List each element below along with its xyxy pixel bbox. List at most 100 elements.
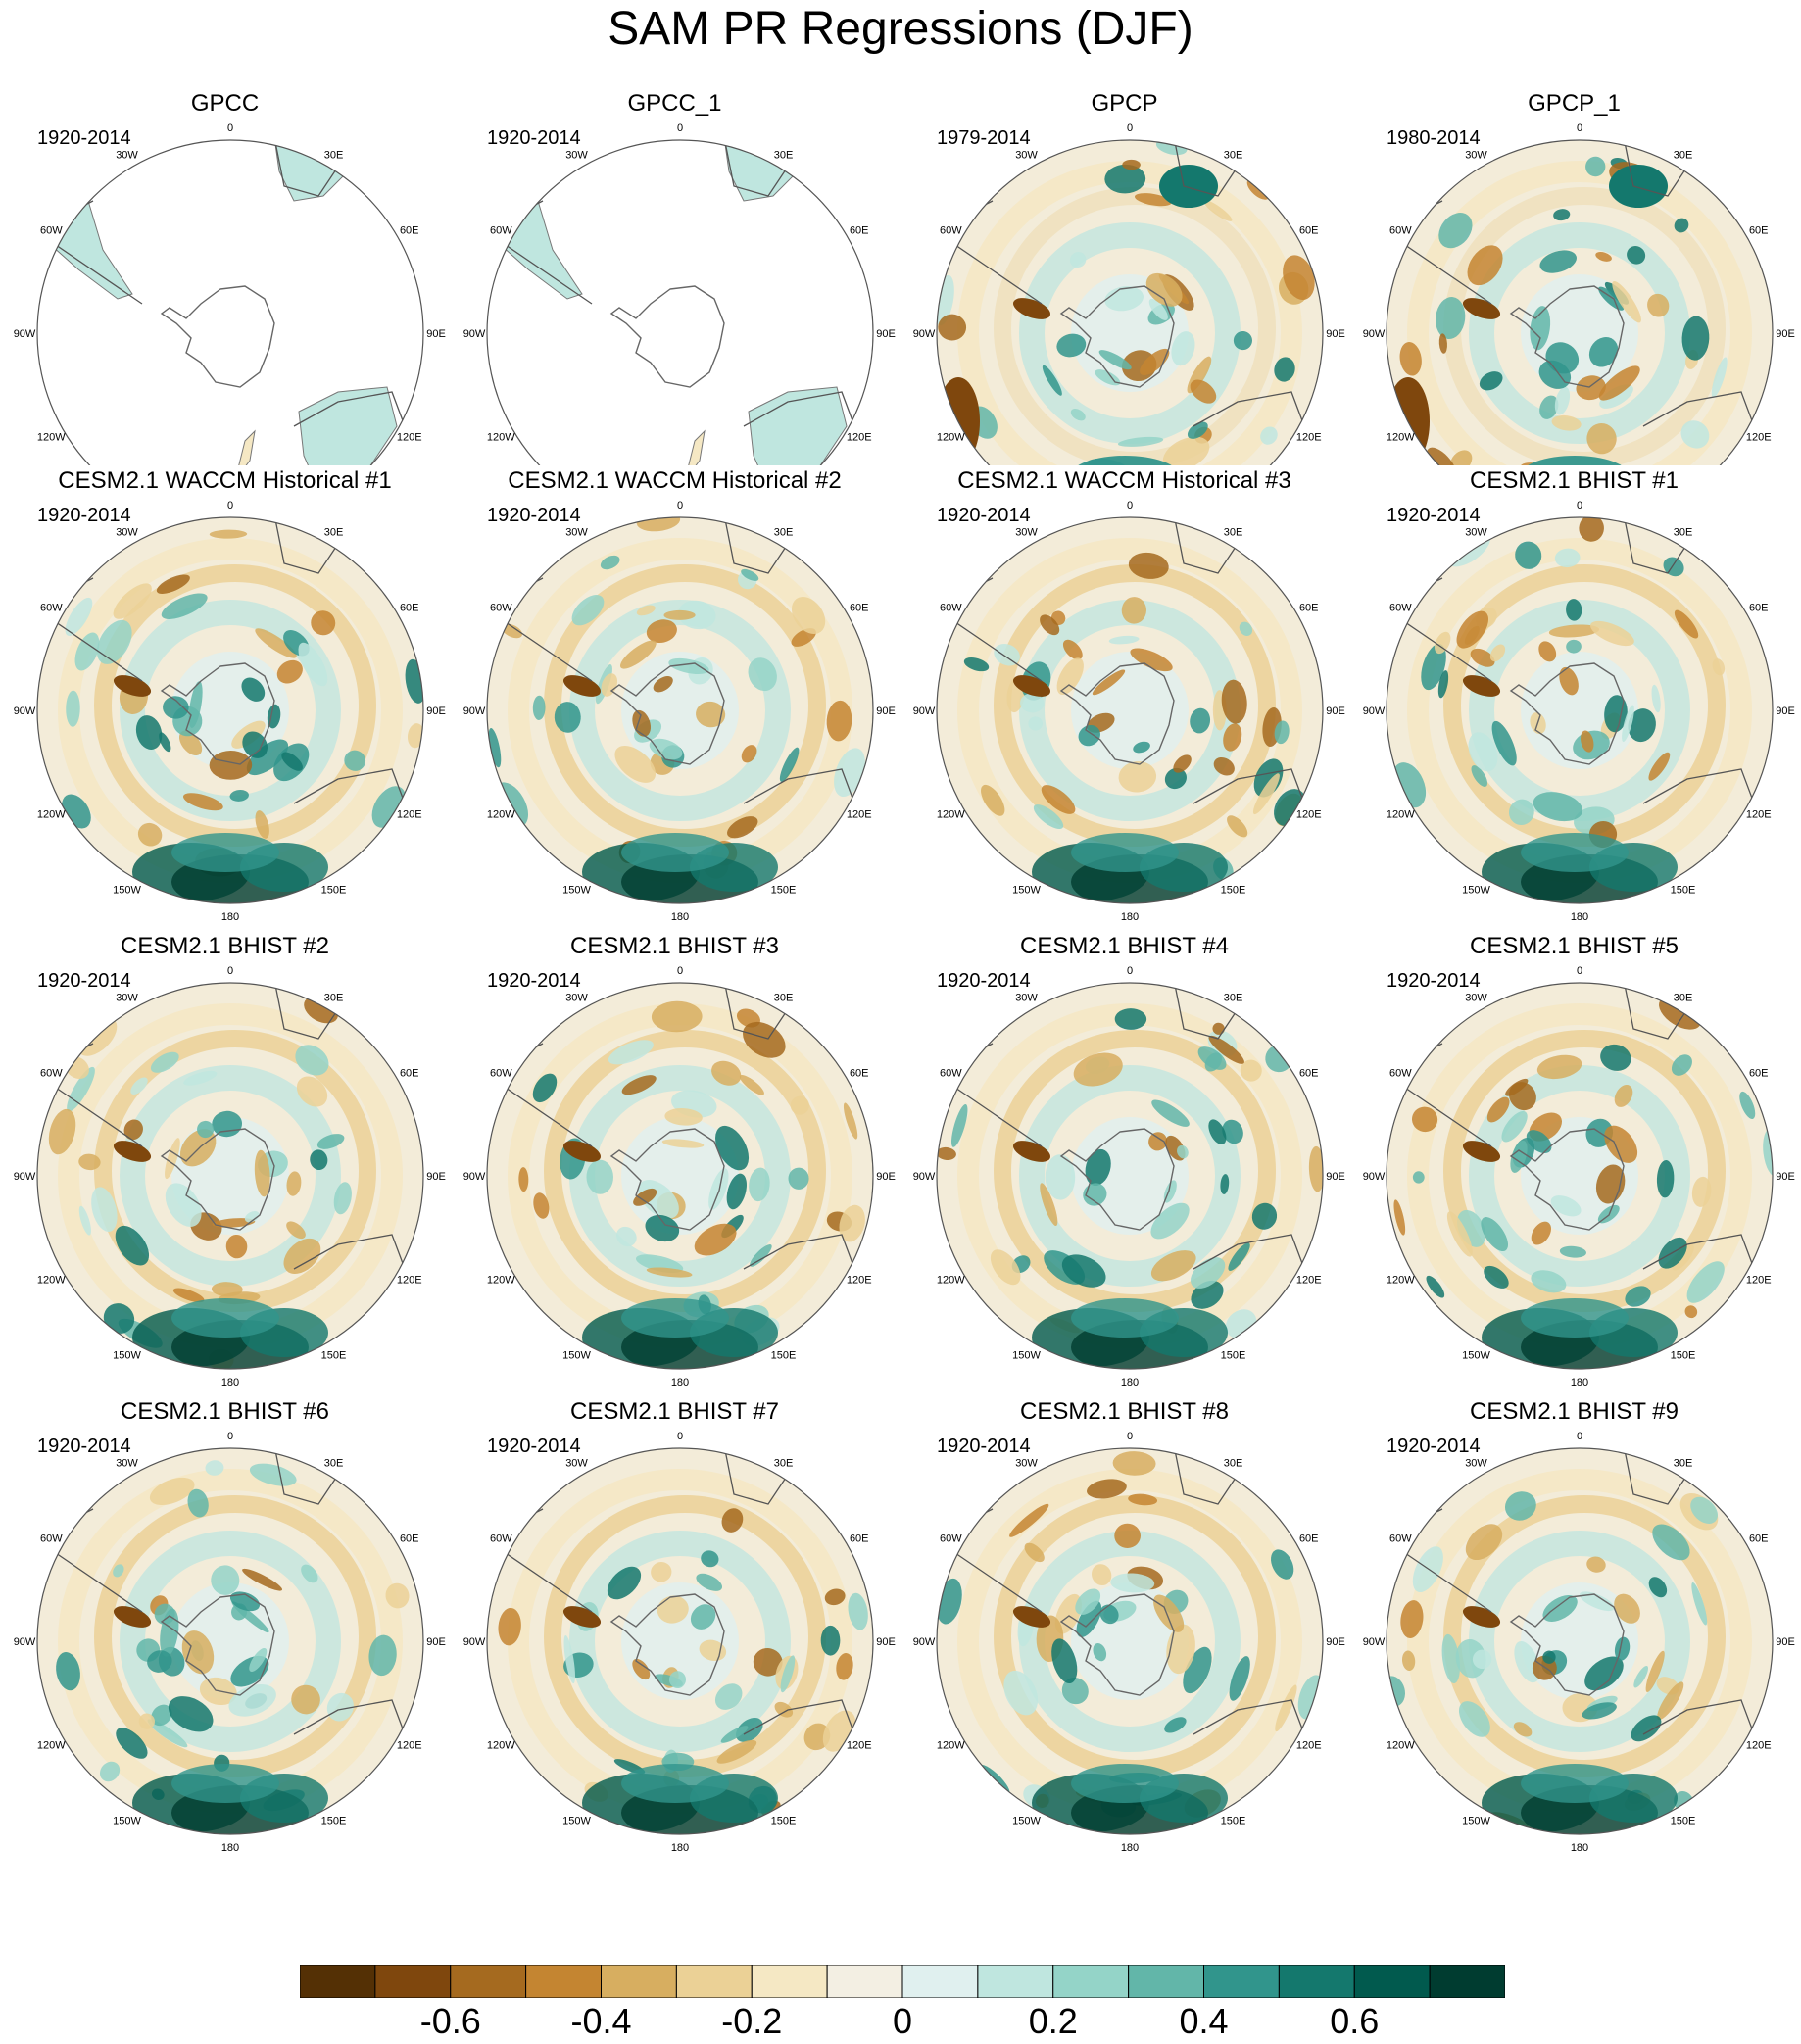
lon-label: 90E — [1326, 706, 1345, 717]
lon-label: 90W — [14, 328, 36, 340]
lon-label: 90W — [913, 328, 936, 340]
lon-label: 180 — [221, 1377, 239, 1388]
lon-label: 150W — [562, 1350, 591, 1362]
lon-label: 60W — [40, 603, 63, 614]
panel-period: 1920-2014 — [487, 127, 581, 149]
lon-label: 150E — [1221, 1816, 1246, 1827]
panel-title: CESM2.1 BHIST #3 — [570, 933, 779, 959]
lon-label: 180 — [1571, 1842, 1588, 1854]
panel-title: CESM2.1 WACCM Historical #3 — [957, 467, 1291, 494]
panel-title: CESM2.1 BHIST #9 — [1470, 1398, 1679, 1425]
lon-label: 180 — [1571, 911, 1588, 923]
panel-title: CESM2.1 BHIST #2 — [121, 933, 329, 959]
lon-label: 90E — [426, 706, 446, 717]
panel-title: CESM2.1 WACCM Historical #2 — [508, 467, 842, 494]
lon-label: 120E — [1746, 809, 1772, 821]
lon-label: 120W — [487, 1740, 515, 1752]
lon-label: 150W — [113, 885, 141, 897]
lon-label: 120W — [37, 432, 66, 444]
map-panel: 0 30E 60E 90E 120E 150E 180 150W 120W 90W 60W 30W CE… — [450, 465, 900, 931]
lon-label: 30W — [565, 149, 588, 161]
lon-label: 90W — [14, 1171, 36, 1183]
colorbar-tick-label: 0.6 — [1330, 2001, 1380, 2041]
lon-label: 180 — [221, 911, 239, 923]
panel-period: 1920-2014 — [487, 970, 581, 992]
lon-label: 60E — [400, 1533, 419, 1545]
lon-label: 30E — [324, 1457, 344, 1469]
lon-label: 120W — [1387, 1275, 1415, 1287]
colorbar-box — [826, 1965, 903, 1998]
lon-label: 90W — [463, 1636, 486, 1648]
panel-period: 1920-2014 — [487, 1436, 581, 1457]
panel-title: GPCC — [190, 90, 260, 117]
colorbar-box — [751, 1965, 828, 1998]
lon-label: 60W — [490, 603, 512, 614]
lon-label: 90E — [426, 328, 446, 340]
lon-label: 60W — [1389, 225, 1412, 237]
colorbar-tick-label: -0.4 — [570, 2001, 632, 2041]
panel-period: 1920-2014 — [37, 505, 131, 526]
colorbar-box — [1353, 1965, 1431, 1998]
map-panel: 0 30E 60E 90E 120E 150E 180 150W 120W 90W 60W 30W CE… — [1349, 465, 1799, 931]
lon-label: 30W — [565, 1457, 588, 1469]
lon-label: 150E — [1671, 885, 1696, 897]
lon-label: 0 — [677, 1431, 683, 1442]
panel-title: CESM2.1 BHIST #8 — [1020, 1398, 1229, 1425]
panel-period: 1920-2014 — [937, 970, 1031, 992]
lon-label: 0 — [1577, 965, 1582, 977]
lon-label: 60E — [1749, 1068, 1769, 1080]
lon-label: 30W — [1015, 992, 1038, 1003]
lon-label: 60E — [1749, 225, 1769, 237]
lon-label: 60W — [1389, 1533, 1412, 1545]
lon-label: 120E — [1296, 432, 1322, 444]
lon-label: 30W — [1015, 1457, 1038, 1469]
lon-label: 150W — [113, 1350, 141, 1362]
lon-label: 60W — [40, 1068, 63, 1080]
colorbar-box — [1128, 1965, 1204, 1998]
lon-label: 30W — [1015, 526, 1038, 538]
lon-label: 60W — [1389, 603, 1412, 614]
lon-label: 90W — [913, 1636, 936, 1648]
colorbar-box — [977, 1965, 1054, 1998]
lon-label: 30E — [1674, 992, 1693, 1003]
lon-label: 30W — [565, 526, 588, 538]
lon-label: 0 — [677, 122, 683, 134]
lon-label: 0 — [227, 122, 233, 134]
lon-label: 0 — [227, 500, 233, 511]
lon-label: 120E — [1296, 809, 1322, 821]
lon-label: 30E — [1674, 526, 1693, 538]
lon-label: 60E — [1299, 225, 1319, 237]
lon-label: 180 — [1571, 1377, 1588, 1388]
lon-label: 30W — [1465, 149, 1487, 161]
lon-label: 30W — [1465, 1457, 1487, 1469]
lon-label: 120E — [397, 432, 422, 444]
lon-label: 30E — [1224, 1457, 1243, 1469]
lon-label: 0 — [1127, 1431, 1133, 1442]
lon-label: 120E — [847, 1740, 872, 1752]
lon-label: 0 — [1127, 122, 1133, 134]
lon-label: 90E — [876, 328, 896, 340]
panel-period: 1920-2014 — [37, 970, 131, 992]
colorbar-box — [525, 1965, 602, 1998]
lon-label: 90E — [1776, 1171, 1795, 1183]
lon-label: 60E — [850, 1533, 869, 1545]
lon-label: 180 — [671, 1377, 689, 1388]
lon-label: 0 — [677, 965, 683, 977]
lon-label: 90W — [1363, 706, 1386, 717]
colorbar-box — [901, 1965, 979, 1998]
lon-label: 30W — [116, 526, 138, 538]
panel-title: GPCP — [1091, 90, 1158, 117]
lon-label: 150E — [1671, 1350, 1696, 1362]
lon-label: 30W — [116, 1457, 138, 1469]
lon-label: 120E — [1746, 1275, 1772, 1287]
panel-period: 1920-2014 — [937, 1436, 1031, 1457]
lon-label: 150W — [113, 1816, 141, 1827]
lon-label: 30E — [324, 149, 344, 161]
lon-label: 90E — [426, 1636, 446, 1648]
lon-label: 30W — [116, 992, 138, 1003]
